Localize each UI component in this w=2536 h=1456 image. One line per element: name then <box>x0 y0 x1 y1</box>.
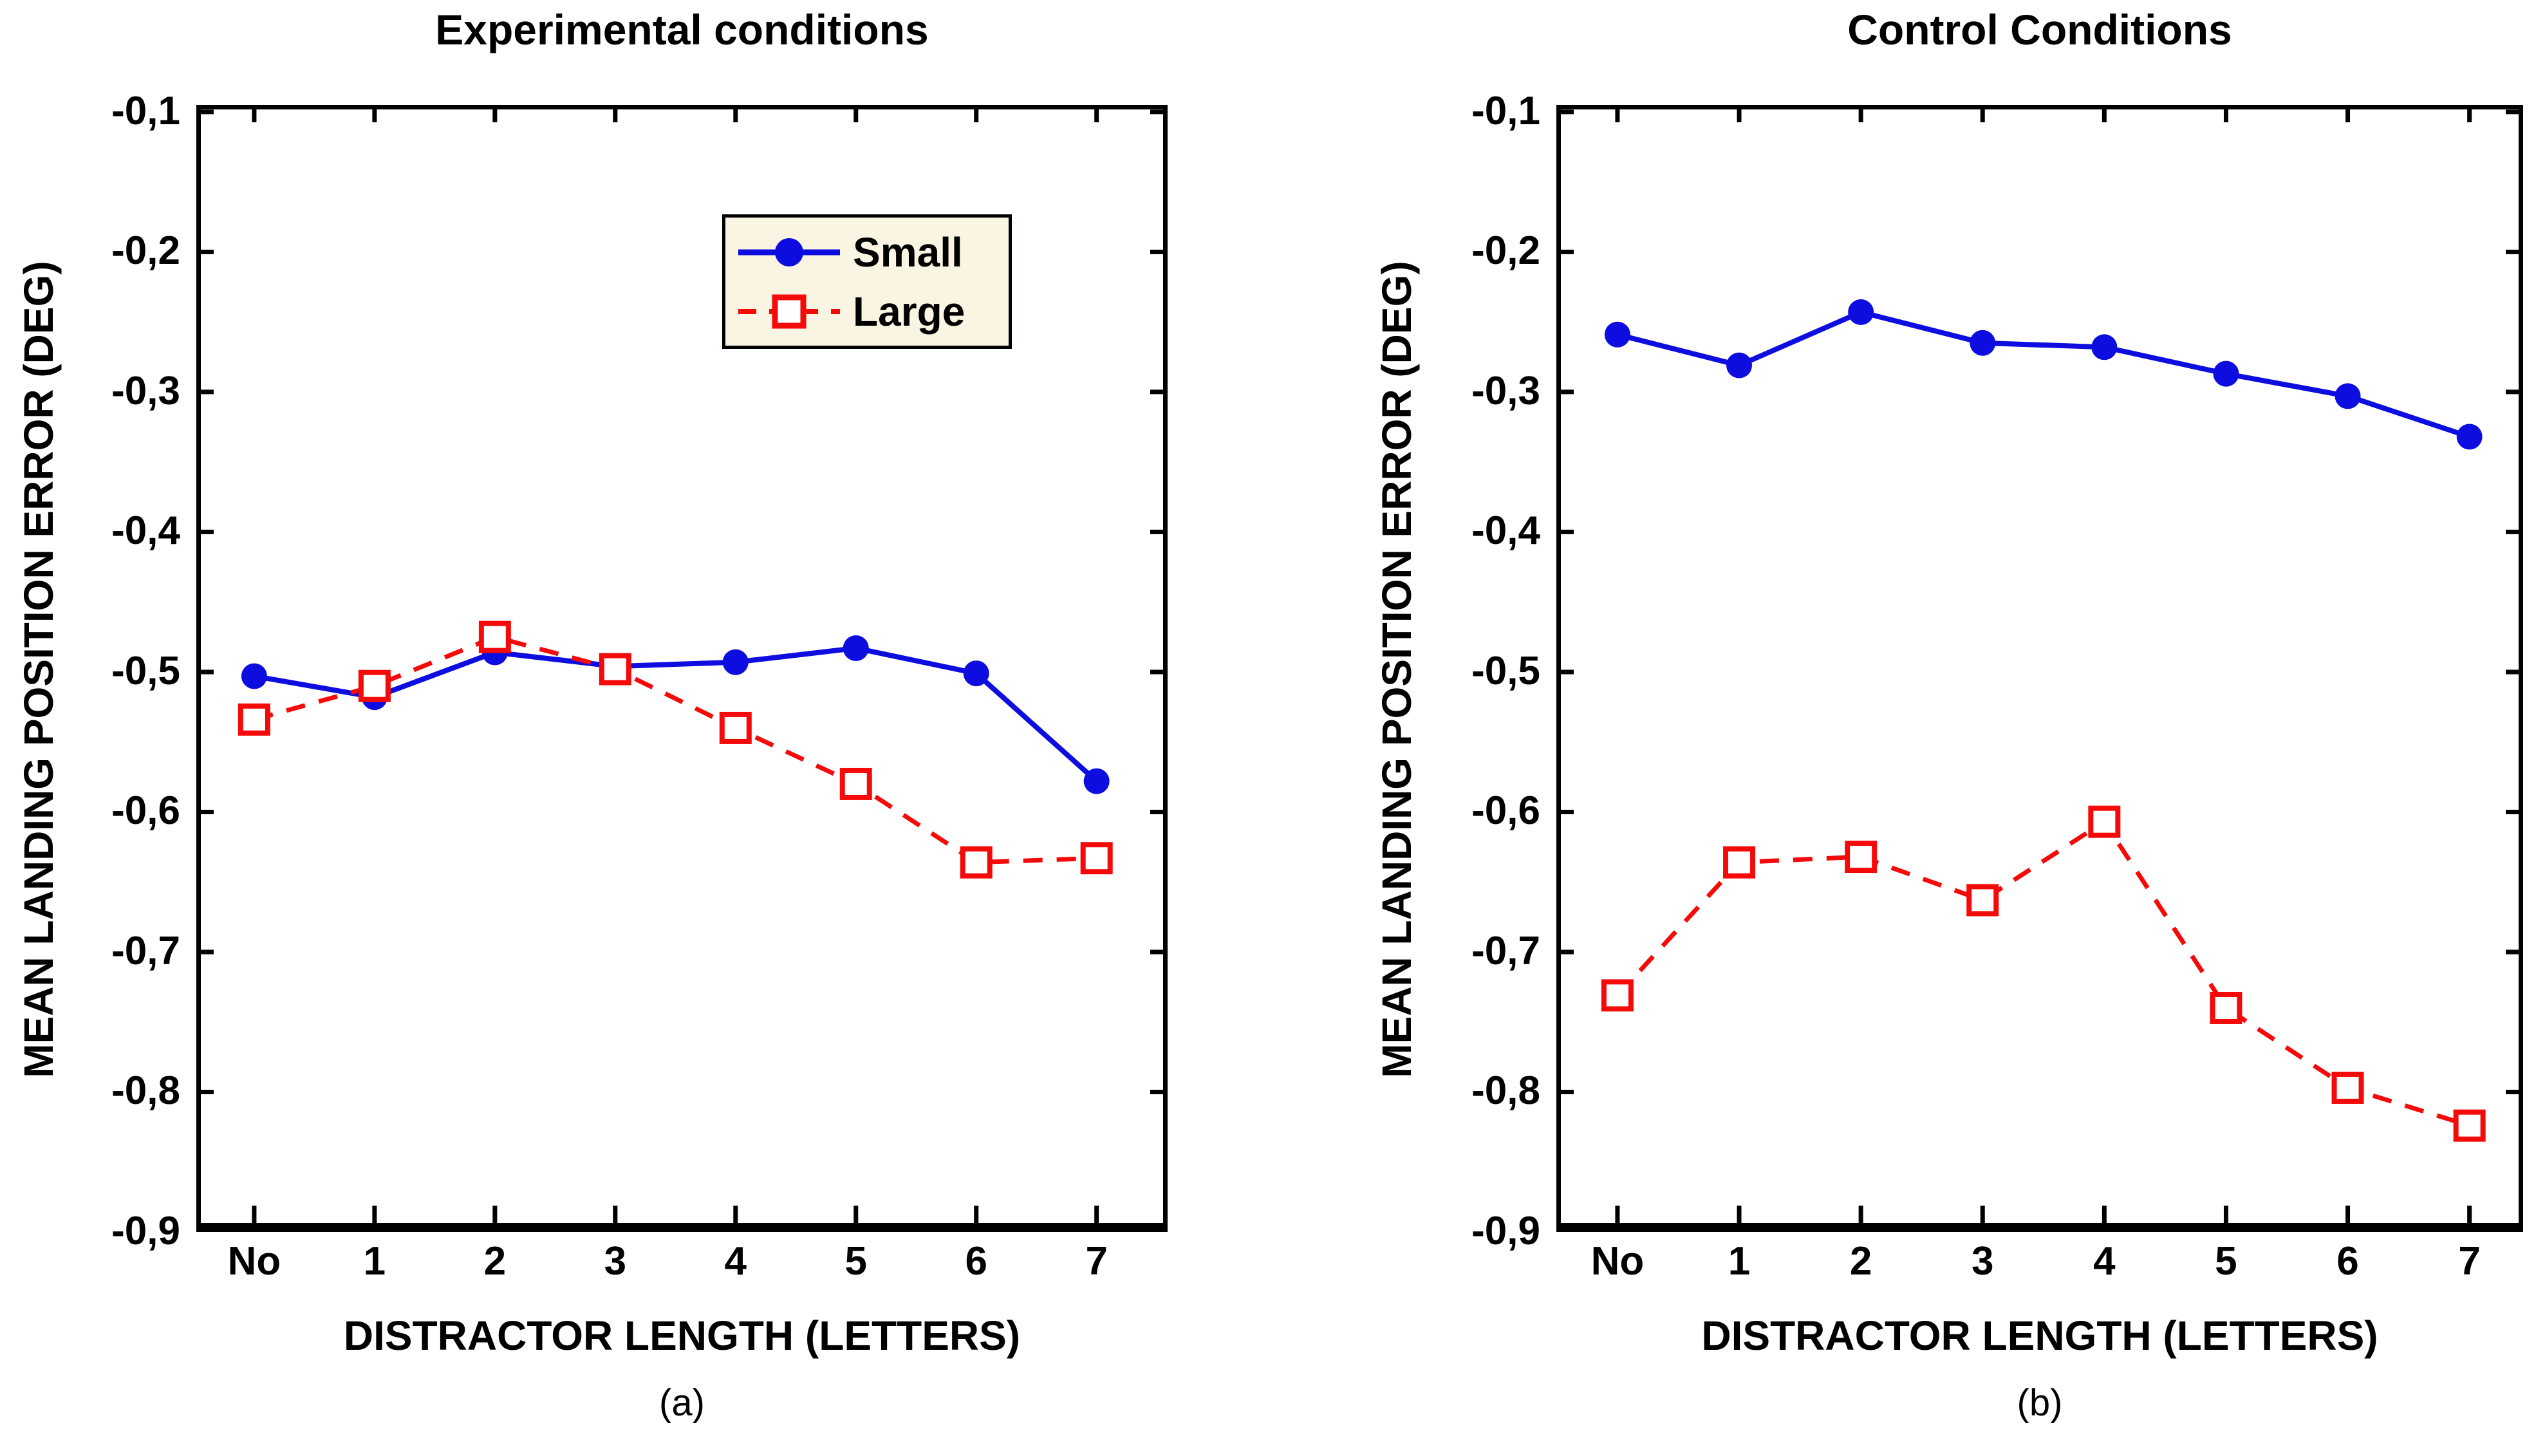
legend-small-sample <box>738 238 840 266</box>
data-point-large-a-0 <box>238 703 270 736</box>
data-point-large-b-4 <box>2088 805 2121 838</box>
plot-frame <box>196 105 1168 1232</box>
x-tick-label: 7 <box>1085 1239 1108 1283</box>
series-small-line-a <box>254 645 1099 783</box>
x-tick-label: 5 <box>844 1239 867 1283</box>
y-tick-label: -0,9 <box>111 1209 180 1253</box>
data-point-small-a-4 <box>722 649 749 675</box>
x-tick-label: 2 <box>1849 1239 1872 1283</box>
y-tick-label: -0,8 <box>1471 1069 1540 1114</box>
data-point-large-a-7 <box>1080 842 1113 875</box>
legend-item-large: Large <box>734 283 1000 340</box>
panel-b-plot-area <box>1556 105 2523 1232</box>
data-point-large-b-1 <box>1723 846 1756 879</box>
y-tick-label: -0,8 <box>111 1069 180 1114</box>
x-tick-label: 3 <box>604 1239 627 1283</box>
y-tick-label: -0,9 <box>1471 1209 1540 1253</box>
x-tick-label: 6 <box>2336 1239 2359 1283</box>
data-point-small-a-6 <box>963 660 989 687</box>
y-tick-label: -0,4 <box>111 509 180 554</box>
data-point-large-a-1 <box>358 669 391 702</box>
y-tick-label: -0,3 <box>1471 368 1540 413</box>
data-point-large-a-3 <box>599 653 631 686</box>
panel-a-plot-area <box>196 105 1168 1232</box>
data-point-small-a-5 <box>843 635 869 661</box>
x-tick-label: No <box>227 1239 281 1283</box>
series-large-line-a <box>253 634 1097 865</box>
legend-large-marker <box>772 294 806 328</box>
series-small-line-b <box>1616 309 2470 440</box>
panel-b-title: Control Conditions <box>1847 6 2232 53</box>
panel-b-x-axis-label: DISTRACTOR LENGTH (LETTERS) <box>1701 1312 2378 1359</box>
panel-a-x-axis-label: DISTRACTOR LENGTH (LETTERS) <box>343 1312 1021 1359</box>
legend-large-label: Large <box>853 288 965 335</box>
y-tick-label: -0,1 <box>111 88 180 133</box>
data-point-small-b-0 <box>1604 321 1630 348</box>
y-tick-label: -0,5 <box>111 648 180 693</box>
y-tick-label: -0,1 <box>1471 88 1540 133</box>
data-point-small-b-7 <box>2456 424 2483 450</box>
x-tick-label: 1 <box>363 1239 386 1283</box>
data-point-small-b-4 <box>2091 334 2118 360</box>
plot-frame <box>1556 105 2523 1232</box>
x-tick-label: 3 <box>1971 1239 1994 1283</box>
y-tick-label: -0,5 <box>1471 648 1540 693</box>
panel-a-title: Experimental conditions <box>435 6 929 53</box>
data-point-small-b-2 <box>1848 299 1874 325</box>
y-tick-label: -0,4 <box>1471 509 1540 554</box>
y-tick-label: -0,2 <box>111 229 180 274</box>
data-point-large-b-5 <box>2210 991 2242 1024</box>
data-point-small-a-0 <box>241 663 267 689</box>
panel-b-caption: (b) <box>2017 1382 2063 1424</box>
x-tick-label: 6 <box>965 1239 987 1283</box>
data-point-large-b-3 <box>1966 884 1999 917</box>
x-tick-label: 2 <box>483 1239 507 1283</box>
data-point-small-b-3 <box>1970 330 1996 356</box>
series-large-line-b <box>1616 818 2470 1128</box>
data-point-large-b-7 <box>2453 1109 2486 1142</box>
y-tick-label: -0,7 <box>111 928 180 973</box>
panel-a-caption: (a) <box>659 1382 705 1424</box>
x-tick-label: 4 <box>2093 1239 2116 1283</box>
data-point-small-a-7 <box>1083 768 1110 794</box>
x-tick-label: No <box>1590 1239 1645 1283</box>
data-point-large-b-2 <box>1845 841 1878 873</box>
x-tick-label: 7 <box>2458 1239 2481 1283</box>
legend-small-label: Small <box>853 229 963 275</box>
data-point-large-a-6 <box>960 846 993 879</box>
data-point-small-b-6 <box>2335 383 2361 409</box>
data-point-large-b-0 <box>1601 979 1634 1012</box>
data-point-large-a-4 <box>719 711 752 744</box>
y-tick-label: -0,6 <box>111 789 180 834</box>
y-tick-label: -0,2 <box>1471 229 1540 274</box>
y-tick-label: -0,3 <box>111 368 180 413</box>
x-tick-label: 5 <box>2215 1239 2237 1283</box>
legend-large-sample <box>738 294 840 328</box>
y-tick-label: -0,7 <box>1471 928 1540 973</box>
legend-item-small: Small <box>734 224 1000 281</box>
x-tick-label: 1 <box>1728 1239 1751 1283</box>
x-tick-label: 4 <box>724 1239 747 1283</box>
y-tick-label: -0,6 <box>1471 789 1540 834</box>
data-point-large-a-2 <box>478 621 511 653</box>
legend-box: Small Large <box>722 214 1012 349</box>
data-point-small-b-5 <box>2213 360 2239 387</box>
data-point-small-b-1 <box>1726 352 1753 378</box>
legend-small-marker <box>775 238 803 266</box>
data-point-large-a-5 <box>839 767 872 800</box>
data-point-large-b-6 <box>2331 1071 2364 1104</box>
